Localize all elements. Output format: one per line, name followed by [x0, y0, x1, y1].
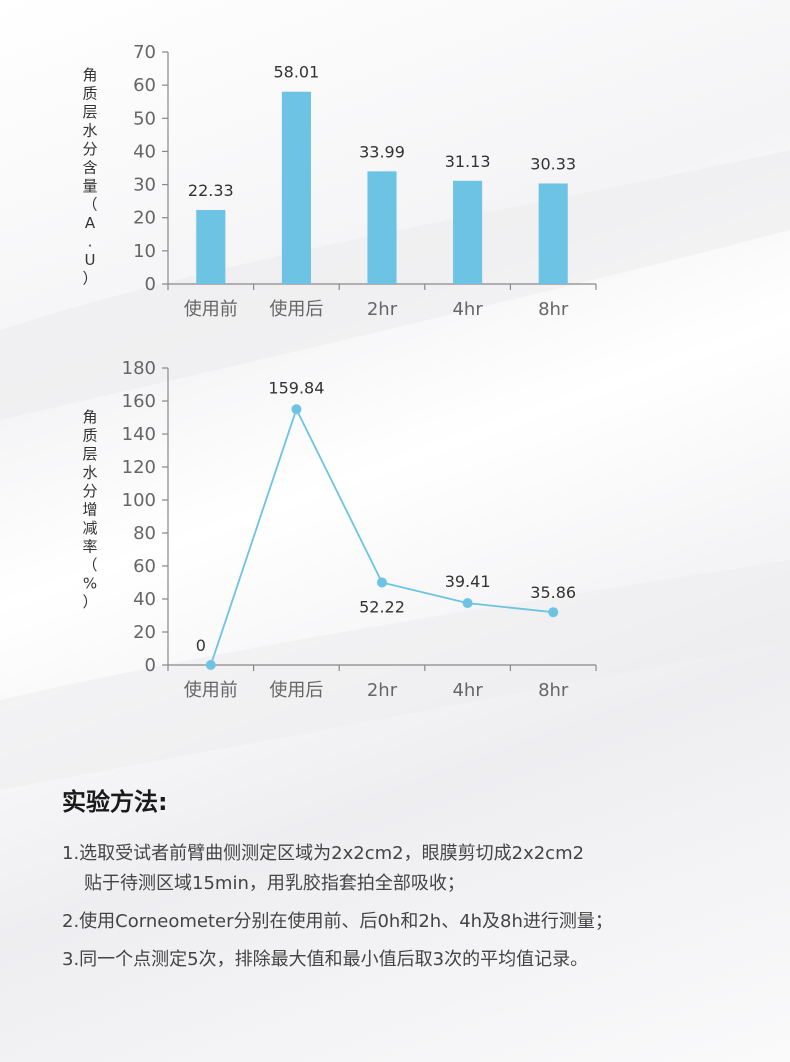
y-tick-label: 20 — [133, 208, 156, 229]
data-label: 52.22 — [359, 598, 405, 617]
bar-chart-moisture: 0 10 20 30 40 50 60 70 使用前 使用后 2hr 4hr 8hr 角质层水分含量（ A.… — [82, 42, 597, 320]
x-tick-label: 使用后 — [269, 680, 323, 701]
bar — [196, 209, 226, 284]
y-tick-label: 0 — [145, 655, 156, 676]
data-point — [291, 404, 302, 415]
method-section: 实验方法: 1.选取受试者前臂曲侧测定区域为2x2cm2，眼膜剪切成2x2cm2… — [62, 782, 762, 983]
data-point — [377, 577, 387, 588]
x-tick-label: 4hr — [452, 680, 483, 701]
data-label: 22.33 — [188, 181, 234, 200]
bar — [367, 171, 397, 284]
x-tick-label: 使用前 — [184, 299, 238, 320]
y-tick-label: 60 — [133, 75, 156, 96]
y-tick-label: 70 — [133, 42, 156, 63]
x-tick-label: 2hr — [367, 680, 398, 701]
data-point — [548, 607, 559, 618]
x-tick-label: 使用后 — [269, 299, 323, 320]
data-point — [205, 660, 216, 670]
y-tick-label: 30 — [133, 175, 156, 196]
data-label: 159.84 — [268, 378, 324, 397]
x-tick-label: 4hr — [452, 299, 483, 320]
y-tick-label: 40 — [133, 141, 156, 162]
x-tick-label: 2hr — [367, 299, 398, 320]
y-tick-label: 60 — [133, 556, 156, 577]
y-tick-label: 50 — [133, 108, 156, 129]
y-tick-label: 140 — [122, 424, 156, 445]
method-step-3: 3.同一个点测定5次，排除最大值和最小值后取3次的平均值记录。 — [62, 945, 762, 975]
y-tick-label: 40 — [133, 589, 156, 610]
data-label: 33.99 — [359, 142, 405, 161]
data-label: 30.33 — [530, 154, 576, 173]
x-tick-label: 使用前 — [184, 680, 238, 701]
data-label: 39.41 — [445, 572, 491, 591]
y-tick-label: 100 — [122, 490, 156, 511]
data-point — [462, 598, 473, 609]
data-label: 35.86 — [530, 583, 576, 602]
method-step-3-line1: 3.同一个点测定5次，排除最大值和最小值后取3次的平均值记录。 — [62, 949, 589, 970]
y-tick-label: 0 — [145, 274, 156, 295]
method-step-1-line1: 1.选取受试者前臂曲侧测定区域为2x2cm2，眼膜剪切成2x2cm2 — [62, 843, 585, 864]
y-tick-label: 120 — [122, 457, 156, 478]
data-label: 0 — [196, 636, 206, 655]
y-tick-label: 10 — [133, 241, 156, 262]
method-step-1: 1.选取受试者前臂曲侧测定区域为2x2cm2，眼膜剪切成2x2cm2 贴于待测区… — [62, 839, 762, 899]
y-axis-title: 角质层水分含量（ A. U） — [82, 66, 97, 288]
data-label: 31.13 — [445, 152, 491, 171]
series-line — [209, 406, 554, 666]
bar — [538, 183, 568, 284]
x-tick-label: 8hr — [538, 680, 569, 701]
bar — [281, 91, 311, 284]
y-tick-label: 80 — [133, 523, 156, 544]
bar — [453, 180, 483, 284]
y-axis-title: 角质层水分增减率（%） — [82, 408, 97, 611]
x-tick-label: 8hr — [538, 299, 569, 320]
method-step-2: 2.使用Corneometer分别在使用前、后0h和2h、4h及8h进行测量； — [62, 907, 762, 937]
data-label: 58.01 — [273, 63, 319, 82]
y-tick-label: 180 — [122, 358, 156, 379]
method-step-1-line2: 贴于待测区域15min，用乳胶指套拍全部吸收； — [84, 873, 465, 894]
y-tick-label: 160 — [122, 391, 156, 412]
y-tick-label: 20 — [133, 622, 156, 643]
line-chart-change-rate: 0 20 40 60 80 100 120 140 160 180 使用前 使用后 2hr 4hr 8hr 角… — [82, 358, 597, 701]
method-title: 实验方法: — [62, 788, 168, 816]
method-step-2-line1: 2.使用Corneometer分别在使用前、后0h和2h、4h及8h进行测量； — [62, 911, 613, 932]
